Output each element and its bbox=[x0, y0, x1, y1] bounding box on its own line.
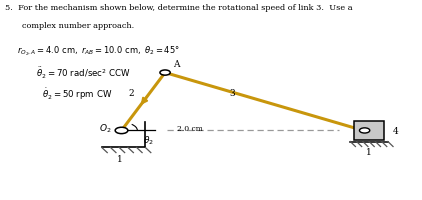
Text: 2: 2 bbox=[129, 89, 134, 98]
Circle shape bbox=[360, 128, 370, 133]
Text: $\ddot{\theta}_2 = 70\ \mathrm{rad/sec}^2\ \mathrm{CCW}$: $\ddot{\theta}_2 = 70\ \mathrm{rad/sec}^… bbox=[36, 65, 131, 81]
Text: complex number approach.: complex number approach. bbox=[22, 22, 135, 30]
Text: 1: 1 bbox=[116, 154, 122, 163]
Text: $r_{O_2,A}$$= 4.0\ \mathrm{cm},\ $$r_{AB}$$= 10.0\ \mathrm{cm},\ $$\theta_2$$= 4: $r_{O_2,A}$$= 4.0\ \mathrm{cm},\ $$r_{AB… bbox=[16, 44, 179, 57]
Text: $O_2$: $O_2$ bbox=[99, 122, 111, 134]
Text: $B$: $B$ bbox=[369, 124, 376, 135]
Circle shape bbox=[160, 71, 170, 76]
Text: 4: 4 bbox=[392, 126, 398, 135]
Bar bbox=[354, 121, 384, 140]
Circle shape bbox=[115, 128, 128, 134]
Text: $\dot{\theta}_2 = 50\ \mathrm{rpm\ CW}$: $\dot{\theta}_2 = 50\ \mathrm{rpm\ CW}$ bbox=[42, 86, 113, 102]
Text: 3: 3 bbox=[230, 89, 235, 98]
Text: 5.  For the mechanism shown below, determine the rotational speed of link 3.  Us: 5. For the mechanism shown below, determ… bbox=[5, 4, 353, 12]
Text: 2.0 cm: 2.0 cm bbox=[177, 125, 203, 133]
Text: $\theta_2$: $\theta_2$ bbox=[143, 134, 154, 147]
Text: A: A bbox=[173, 60, 179, 69]
Text: 1: 1 bbox=[366, 148, 372, 157]
